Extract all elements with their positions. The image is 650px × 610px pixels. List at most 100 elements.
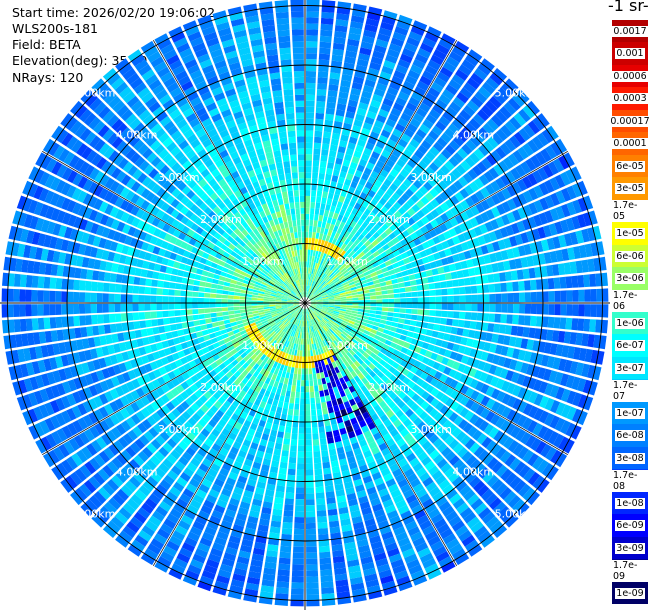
ray-cell: [255, 536, 267, 544]
ray-cell: [395, 531, 408, 542]
ray-cell: [276, 310, 283, 314]
ray-cell: [334, 30, 347, 39]
ray-cell: [270, 405, 277, 413]
ray-cell: [141, 525, 155, 537]
ray-cell: [116, 221, 126, 232]
ray-cell: [17, 243, 26, 258]
ray-cell: [183, 235, 192, 244]
ray-cell: [444, 326, 452, 334]
ray-cell: [273, 418, 280, 426]
ray-cell: [433, 76, 447, 88]
ray-cell: [277, 431, 284, 439]
ray-cell: [550, 142, 562, 157]
ray-cell: [423, 415, 433, 425]
ray-cell: [109, 413, 120, 426]
ray-cell: [250, 335, 257, 342]
ray-cell: [257, 276, 264, 282]
ray-cell: [340, 518, 351, 527]
ray-cells: [1, 0, 609, 607]
ray-cell: [445, 198, 455, 209]
ray-cell: [499, 450, 512, 464]
ray-cell: [495, 110, 508, 123]
ray-cell: [456, 327, 464, 336]
ray-cell: [260, 354, 267, 361]
ray-cell: [220, 355, 228, 363]
ray-cell: [473, 226, 483, 237]
ray-cell: [220, 343, 228, 351]
ray-cell: [49, 400, 60, 414]
ray-cell: [28, 166, 40, 181]
ray-cell: [277, 382, 284, 390]
ray-cell: [224, 457, 235, 466]
ray-cell: [228, 314, 236, 319]
ray-cell: [465, 387, 475, 398]
ray-cell: [392, 262, 400, 269]
ray-cell: [216, 452, 226, 462]
ray-cell: [480, 245, 489, 255]
ray-cell: [318, 271, 323, 278]
ray-cell: [127, 429, 138, 441]
ray-cell: [398, 14, 413, 25]
ray-cell: [110, 219, 120, 230]
ray-cell: [162, 496, 175, 507]
ray-cell: [396, 173, 406, 183]
ray-cell: [239, 303, 246, 307]
ray-cell: [137, 451, 149, 463]
ray-cell: [349, 504, 360, 513]
ray-cell: [569, 261, 578, 274]
ray-cell: [178, 440, 189, 451]
ray-cell: [182, 575, 198, 586]
ray-cell: [201, 329, 209, 336]
ray-cell: [361, 172, 370, 181]
ray-cell: [234, 292, 241, 296]
ray-cell: [327, 321, 333, 327]
ray-cell: [325, 204, 331, 211]
ray-cell: [152, 271, 160, 280]
ray-cell: [334, 304, 341, 307]
ray-cell: [254, 385, 262, 393]
ray-cell: [117, 264, 125, 274]
ray-cell: [332, 212, 339, 220]
ray-cell: [411, 213, 421, 223]
ray-cell: [302, 308, 304, 315]
ray-cell: [332, 429, 340, 437]
ray-cell: [331, 315, 338, 320]
ray-cell: [392, 317, 399, 323]
ray-cell: [414, 509, 427, 520]
ray-cell: [555, 344, 564, 357]
ray-cell: [269, 466, 279, 474]
ray-cell: [538, 341, 546, 353]
ray-cell: [340, 243, 347, 250]
ray-cell: [163, 518, 177, 530]
ray-cell: [305, 231, 309, 238]
ray-cell: [536, 304, 543, 315]
ray-cell: [450, 271, 458, 280]
ray-cell: [349, 161, 358, 170]
ray-cell: [593, 334, 601, 349]
ray-cell: [389, 515, 401, 525]
ray-cell: [174, 316, 182, 323]
ray-cell: [310, 403, 316, 410]
ray-cell: [254, 349, 261, 356]
ray-cell: [120, 284, 128, 293]
ray-cell: [393, 102, 405, 112]
ray-cell: [416, 80, 429, 92]
ray-cell: [342, 475, 352, 484]
ray-cell: [316, 510, 327, 517]
ray-cell: [163, 250, 172, 259]
ray-cell: [364, 240, 372, 247]
ray-cell: [318, 384, 324, 392]
ray-cell: [314, 309, 320, 314]
ray-cell: [306, 588, 319, 595]
ray-cell: [420, 400, 430, 410]
ray-cell: [271, 423, 279, 431]
ray-cell: [505, 422, 516, 435]
ray-cell: [257, 295, 264, 299]
ray-cell: [354, 231, 361, 238]
ray-cell: [305, 386, 310, 393]
ray-cell: [458, 176, 469, 187]
ray-cell: [315, 480, 324, 488]
ray-cell: [66, 408, 77, 421]
ray-cell: [433, 157, 444, 168]
ray-cell: [126, 521, 140, 534]
